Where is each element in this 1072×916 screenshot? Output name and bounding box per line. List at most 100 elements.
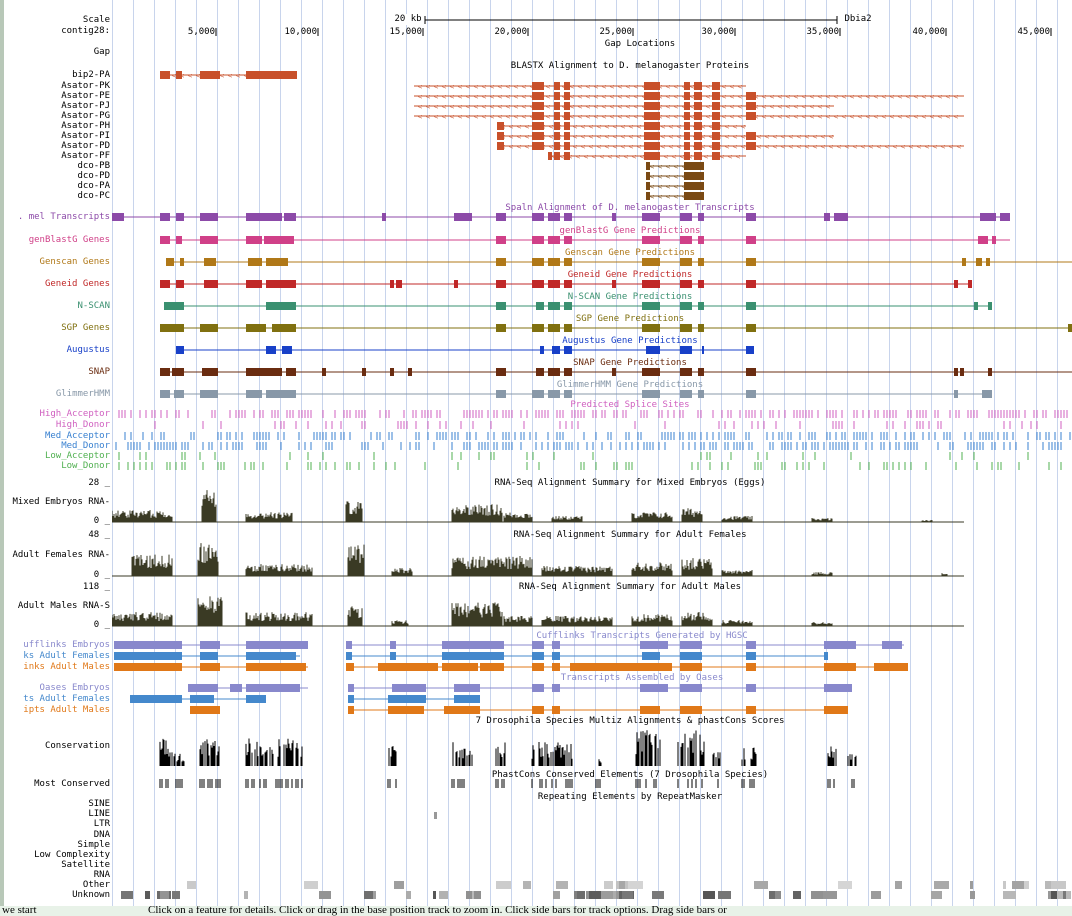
blastx-exon (684, 142, 690, 150)
wiggle-max-label[interactable]: 118 _ (82, 582, 110, 592)
repeat-row-label[interactable]: Other (82, 880, 110, 890)
splice-row-label[interactable]: Low_Donor (61, 461, 110, 471)
splice-row-label[interactable]: High_Donor (55, 420, 110, 430)
wiggle-min-label[interactable]: 0 _ (93, 570, 110, 580)
grid-line (406, 0, 407, 906)
blastx-row-label[interactable]: bip2-PA (72, 70, 110, 80)
blastx-exon (246, 71, 297, 79)
grid-line (364, 0, 365, 906)
wiggle-max-label[interactable]: 28 _ (88, 478, 110, 488)
blastx-row-label[interactable]: Asator-PJ (61, 101, 110, 111)
blastx-row-label[interactable]: Asator-PG (61, 111, 110, 121)
strand-arrow: < (466, 83, 470, 91)
blastx-row-label[interactable]: Asator-PF (61, 151, 110, 161)
glimmer-exon (982, 390, 992, 398)
track-label-rnaseq[interactable]: Adult Females RNA- (12, 550, 110, 560)
track-labels-column[interactable]: Scale contig28: Gap bip2-PA Asator-PK Asator-… (4, 0, 112, 906)
blastx-row-label[interactable]: Asator-PK (61, 81, 110, 91)
strand-arrow: < (634, 103, 638, 111)
track-label-conservation[interactable]: Conservation (44, 741, 110, 751)
geneid-exon (642, 280, 660, 288)
track-label-most-conserved[interactable]: Most Conserved (34, 779, 110, 789)
blastx-row-label[interactable]: dco-PB (77, 161, 110, 171)
track-canvas[interactable]: < < < < < < < < < < < < < < < < < < < < < < < < < < < < < < < < < < < < < < < <… (112, 0, 1072, 906)
track-label-mel-transcripts[interactable]: . mel Transcripts (17, 212, 110, 222)
strand-arrow: < (498, 103, 502, 111)
strand-arrow: < (781, 143, 785, 151)
repeat-row-label[interactable]: LTR (93, 819, 110, 829)
transcript-exon (392, 684, 426, 692)
splice-row-label[interactable]: High_Acceptor (39, 409, 110, 419)
geneid-exon (954, 280, 958, 288)
transcript-row-label[interactable]: ufflinks Embryos (23, 640, 110, 650)
genscan-exon (680, 258, 692, 266)
strand-arrow: < (442, 113, 446, 121)
strand-arrow: < (672, 153, 676, 161)
blastx-exon (644, 132, 660, 140)
mel-transcripts-exon (680, 213, 692, 221)
repeat-feature (304, 881, 318, 889)
strand-arrow: < (773, 143, 777, 151)
splice-row-label[interactable]: Med_Donor (61, 441, 110, 451)
repeat-row-label[interactable]: Satellite (61, 860, 110, 870)
side-button-strip[interactable] (0, 0, 4, 906)
position-label: 15,000 (389, 27, 422, 37)
blastx-exon (694, 142, 702, 150)
track-label-rnaseq[interactable]: Adult Males RNA-S (17, 601, 110, 611)
blastx-row-label[interactable]: Asator-PI (61, 131, 110, 141)
strand-arrow: < (458, 113, 462, 121)
wiggle-min-label[interactable]: 0 _ (93, 620, 110, 630)
track-label-geneid[interactable]: Geneid Genes (44, 279, 110, 289)
wiggle-min-label[interactable]: 0 _ (93, 516, 110, 526)
blastx-row-label[interactable]: dco-PC (77, 191, 110, 201)
repeat-row-label[interactable]: Simple (77, 840, 110, 850)
blastx-exon (564, 152, 570, 160)
repeat-feature (769, 891, 778, 899)
strand-arrow: < (525, 123, 529, 131)
track-label-glimmer[interactable]: GlimmerHMM (55, 389, 110, 399)
blastx-row-label[interactable]: Asator-PE (61, 91, 110, 101)
track-title-splice: Predicted Splice Sites (570, 400, 690, 410)
repeat-row-label[interactable]: DNA (93, 830, 110, 840)
transcript-exon (680, 652, 702, 660)
repeat-row-label[interactable]: Unknown (72, 890, 110, 900)
repeat-row-label[interactable]: SINE (88, 799, 110, 809)
repeat-row-label[interactable]: Low Complexity (34, 850, 110, 860)
strand-arrow: < (666, 113, 670, 121)
blastx-row-label[interactable]: dco-PD (77, 171, 110, 181)
track-label-sgp[interactable]: SGP Genes (61, 323, 110, 333)
strand-arrow: < (925, 143, 929, 151)
contig-label[interactable]: contig28: (61, 26, 110, 36)
transcript-row-label[interactable]: Oases Embryos (39, 683, 110, 693)
scale-label[interactable]: Scale (82, 15, 110, 25)
track-label-genscan[interactable]: Genscan Genes (39, 257, 110, 267)
mel-transcripts-exon (160, 213, 170, 221)
strand-arrow: < (610, 103, 614, 111)
transcript-row-label[interactable]: ipts Adult Males (23, 705, 110, 715)
repeat-row-label[interactable]: RNA (93, 870, 110, 880)
transcript-row-label[interactable]: inks Adult Males (23, 662, 110, 672)
strand-arrow: < (573, 143, 577, 151)
track-label-genblastg[interactable]: genBlastG Genes (28, 235, 110, 245)
blastx-row-label[interactable]: Asator-PD (61, 141, 110, 151)
repeat-feature (172, 891, 180, 899)
strand-arrow: < (578, 83, 582, 91)
repeat-row-label[interactable]: LINE (88, 809, 110, 819)
transcript-row-label[interactable]: ks Adult Females (23, 651, 110, 661)
splice-row-label[interactable]: Med_Acceptor (44, 431, 110, 441)
track-label-augustus[interactable]: Augustus (66, 345, 110, 355)
strand-arrow: < (618, 103, 622, 111)
track-label-gap[interactable]: Gap (93, 47, 110, 57)
splice-row-label[interactable]: Low_Acceptor (44, 451, 110, 461)
strand-arrow: < (509, 133, 513, 141)
track-label-rnaseq[interactable]: Mixed Embryos RNA- (12, 497, 110, 507)
geneid-exon (680, 280, 692, 288)
transcript-exon (824, 684, 852, 692)
wiggle-max-label[interactable]: 48 _ (88, 530, 110, 540)
blastx-row-label[interactable]: Asator-PH (61, 121, 110, 131)
strand-arrow: < (560, 153, 564, 161)
blastx-row-label[interactable]: dco-PA (77, 181, 110, 191)
transcript-row-label[interactable]: ts Adult Females (23, 694, 110, 704)
track-label-nscan[interactable]: N-SCAN (77, 301, 110, 311)
track-label-snap[interactable]: SNAP (88, 367, 110, 377)
